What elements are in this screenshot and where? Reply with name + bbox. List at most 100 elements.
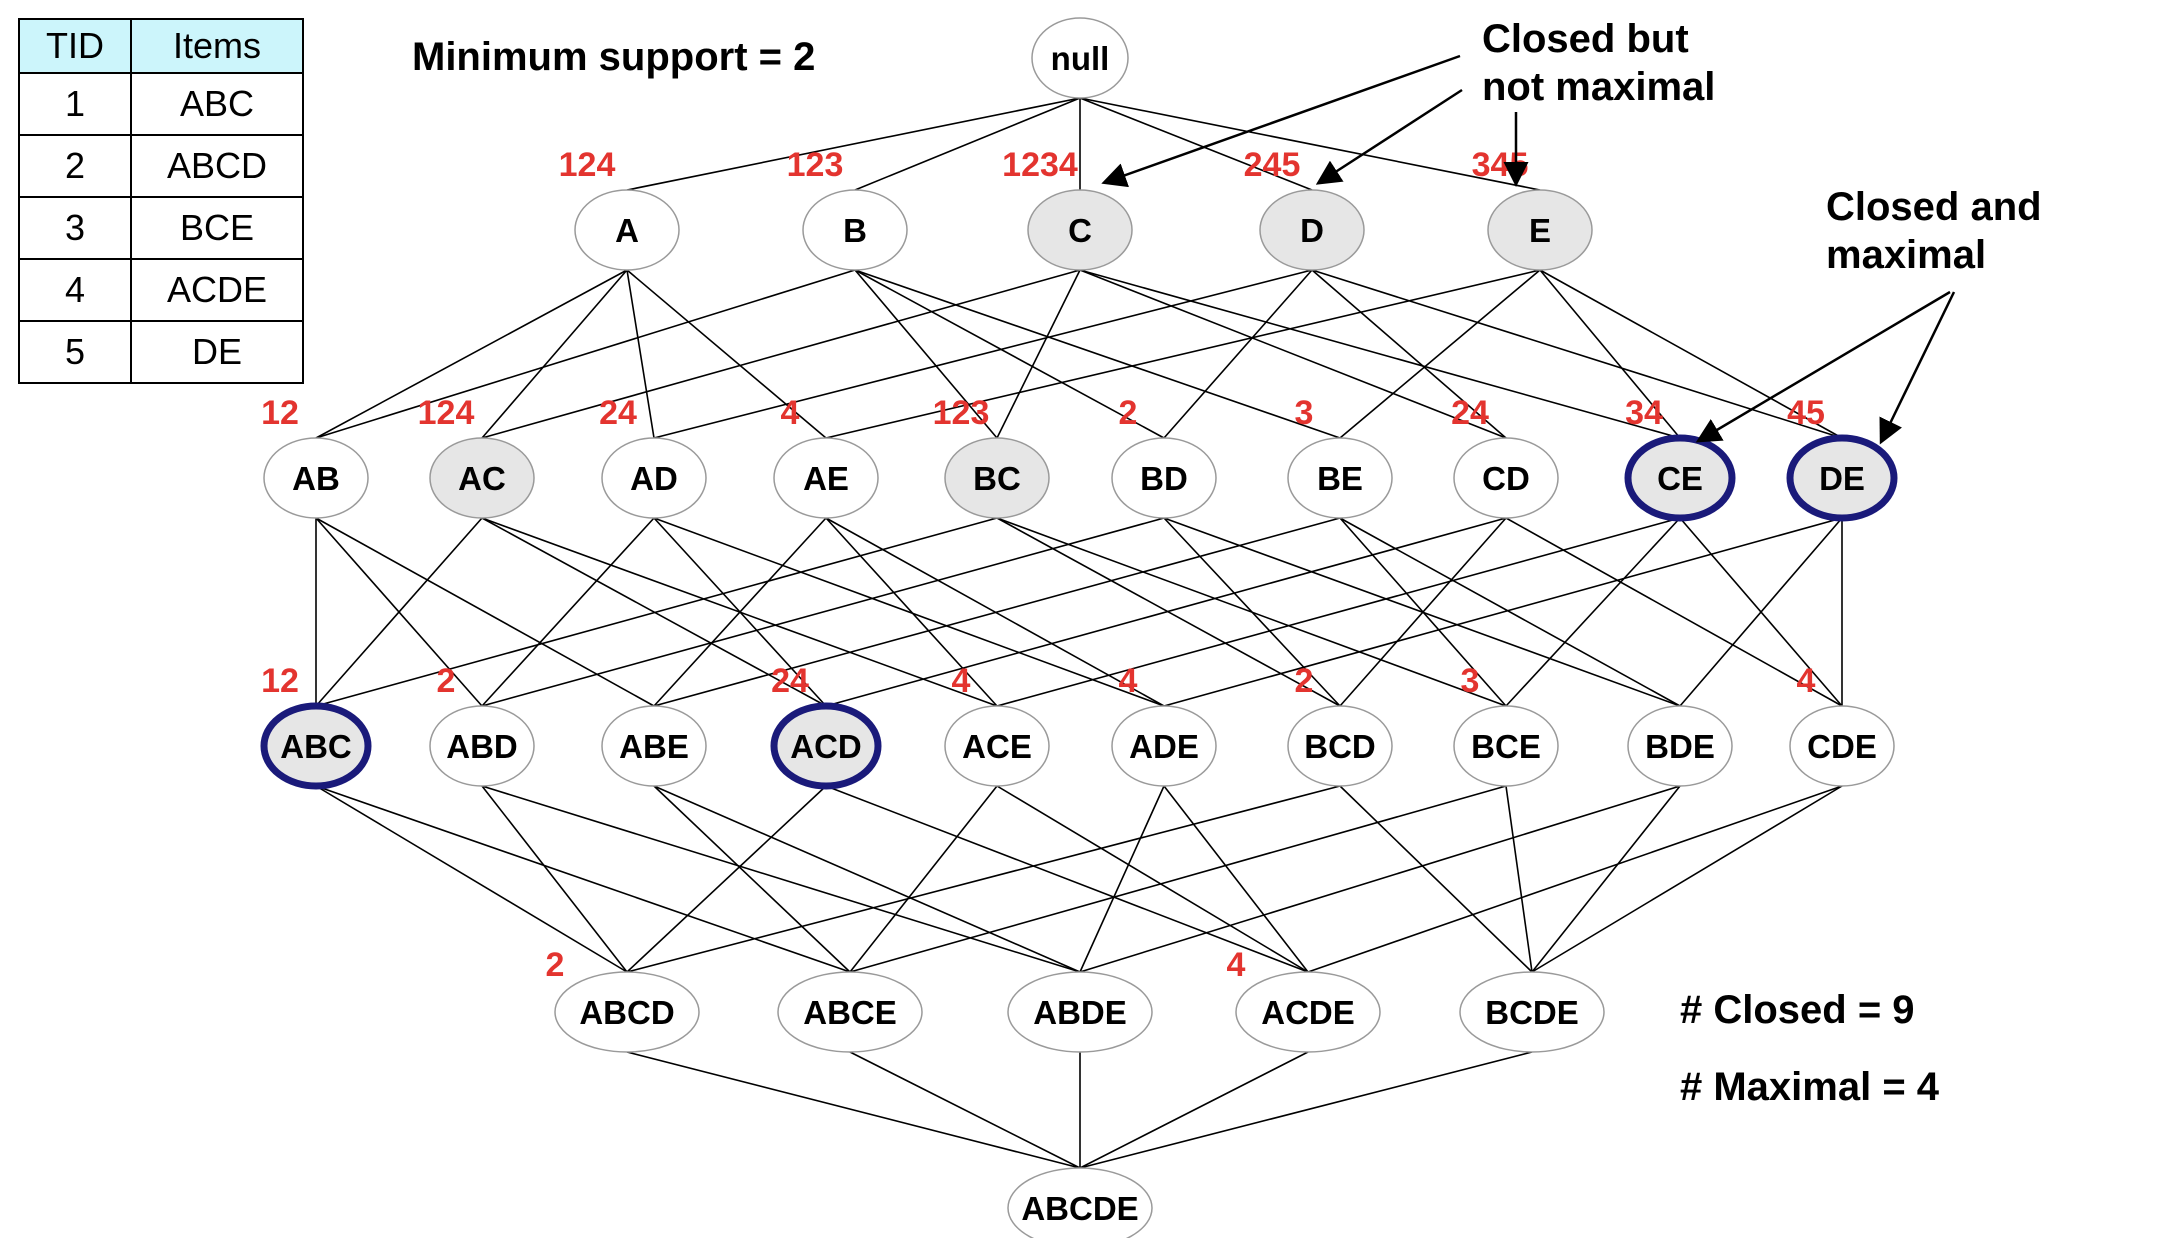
lattice-edge-A-AD <box>626 269 655 439</box>
tid-list-ae: 4 <box>781 394 800 432</box>
lattice-edge-ABC-ABCD <box>315 785 628 973</box>
itemset-label: ADE <box>1129 728 1199 765</box>
itemset-node-abce: ABCE <box>777 971 923 1053</box>
lattice-edge-BCE-ABCE <box>849 785 1507 973</box>
lattice-edge-BCDE-ABCDE <box>1079 1051 1533 1169</box>
table-header-items: Items <box>130 18 304 74</box>
itemset-label: BCD <box>1304 728 1376 765</box>
lattice-edge-ACDE-ABCDE <box>1079 1051 1309 1169</box>
closed-and-maximal-line2: maximal <box>1826 233 1986 277</box>
tid-list-bcd: 2 <box>1295 662 1314 700</box>
itemset-node-ad: AD <box>601 437 707 519</box>
tid-list-a: 124 <box>559 146 616 184</box>
lattice-edge-AE-ABE <box>653 517 827 707</box>
itemset-label: BDE <box>1645 728 1715 765</box>
lattice-edge-B-BE <box>854 269 1341 439</box>
lattice-edge-CD-CDE <box>1505 517 1843 707</box>
tid-list-acd: 24 <box>771 662 809 700</box>
itemset-ellipse <box>1624 434 1736 522</box>
table-cell-tid: 3 <box>18 196 132 260</box>
itemset-label: CDE <box>1807 728 1877 765</box>
tid-list-abc: 12 <box>261 662 299 700</box>
itemset-ellipse <box>1287 705 1393 787</box>
itemset-ellipse <box>601 705 707 787</box>
lattice-edge-ABE-ABCE <box>653 785 851 973</box>
lattice-edge-ABCE-ABCDE <box>849 1051 1081 1169</box>
itemset-ellipse <box>601 437 707 519</box>
lattice-edge-A-AE <box>626 269 827 439</box>
lattice-edge-C-CE <box>1079 269 1681 439</box>
lattice-edge-CE-ACE <box>996 517 1681 707</box>
itemset-node-ce: CE <box>1624 434 1736 522</box>
itemset-ellipse <box>429 705 535 787</box>
itemset-ellipse <box>1031 17 1129 99</box>
itemset-node-abde: ABDE <box>1007 971 1153 1053</box>
maximal-count: # Maximal = 4 <box>1680 1065 1940 1109</box>
lattice-edge-CDE-ACDE <box>1307 785 1843 973</box>
itemset-ellipse <box>263 437 369 519</box>
itemset-ellipse <box>1487 189 1593 271</box>
lattice-edge-D-BD <box>1163 269 1313 439</box>
itemset-label: B <box>843 212 867 249</box>
lattice-edge-BCE-BCDE <box>1505 785 1533 973</box>
lattice-edge-C-BC <box>996 269 1081 439</box>
itemset-ellipse <box>1789 705 1895 787</box>
lattice-edge-ACE-ABCE <box>849 785 998 973</box>
itemset-ellipse <box>1027 189 1133 271</box>
tid-list-de: 45 <box>1787 394 1825 432</box>
lattice-edge-AB-ABE <box>315 517 655 707</box>
itemset-label: ABCD <box>579 994 674 1031</box>
lattice-edge-CDE-BCDE <box>1531 785 1843 973</box>
lattice-edge-BDE-BCDE <box>1531 785 1681 973</box>
itemset-label: BCDE <box>1485 994 1579 1031</box>
itemset-node-ade: ADE <box>1111 705 1217 787</box>
lattice-edge-BD-BCD <box>1163 517 1341 707</box>
itemset-label: AB <box>292 460 340 497</box>
lattice-edge-D-CD <box>1311 269 1507 439</box>
lattice-edge-BCD-ABCD <box>626 785 1341 973</box>
table-row: 3 BCE <box>18 196 304 260</box>
itemset-ellipse <box>1453 705 1559 787</box>
itemset-label: ABC <box>280 728 352 765</box>
itemset-node-ae: AE <box>773 437 879 519</box>
lattice-edge-E-AE <box>825 269 1541 439</box>
table-header-row: TID Items <box>18 18 304 74</box>
itemset-ellipse <box>429 437 535 519</box>
lattice-edge-E-DE <box>1539 269 1843 439</box>
lattice-edge-A-AC <box>481 269 628 439</box>
itemset-label: BC <box>973 460 1021 497</box>
itemset-ellipse <box>777 971 923 1053</box>
itemset-ellipse <box>770 702 882 790</box>
itemset-node-acd: ACD <box>770 702 882 790</box>
itemset-node-a: A <box>574 189 680 271</box>
itemset-ellipse <box>944 705 1050 787</box>
tid-list-ade: 4 <box>1119 662 1138 700</box>
lattice-edge-DE-ADE <box>1163 517 1843 707</box>
lattice-edge-E-CE <box>1539 269 1681 439</box>
itemset-ellipse <box>802 189 908 271</box>
itemset-ellipse <box>1007 1167 1153 1238</box>
itemset-label: CD <box>1482 460 1530 497</box>
tid-list-abcd: 2 <box>546 946 565 984</box>
lattice-edge-null-D <box>1079 97 1313 191</box>
table-cell-tid: 2 <box>18 134 132 198</box>
itemset-ellipse <box>554 971 700 1053</box>
itemset-ellipse <box>773 437 879 519</box>
lattice-edge-CD-ACD <box>825 517 1507 707</box>
itemset-label: ACDE <box>1261 994 1355 1031</box>
closed-and-maximal-line1: Closed and <box>1826 185 2042 229</box>
lattice-edge-B-BC <box>854 269 998 439</box>
itemset-node-cde: CDE <box>1789 705 1895 787</box>
lattice-edge-BCD-BCDE <box>1339 785 1533 973</box>
closed-count: # Closed = 9 <box>1680 988 1915 1032</box>
lattice-edge-ABE-ABDE <box>653 785 1081 973</box>
table-row: 2 ABCD <box>18 134 304 198</box>
itemset-node-cd: CD <box>1453 437 1559 519</box>
lattice-edge-BE-ABE <box>653 517 1341 707</box>
lattice-edge-ABCD-ABCDE <box>626 1051 1081 1169</box>
itemset-label: ABCDE <box>1021 1190 1138 1227</box>
lattice-edge-AC-ABC <box>315 517 483 707</box>
tid-list-ab: 12 <box>261 394 299 432</box>
itemset-label: BD <box>1140 460 1188 497</box>
